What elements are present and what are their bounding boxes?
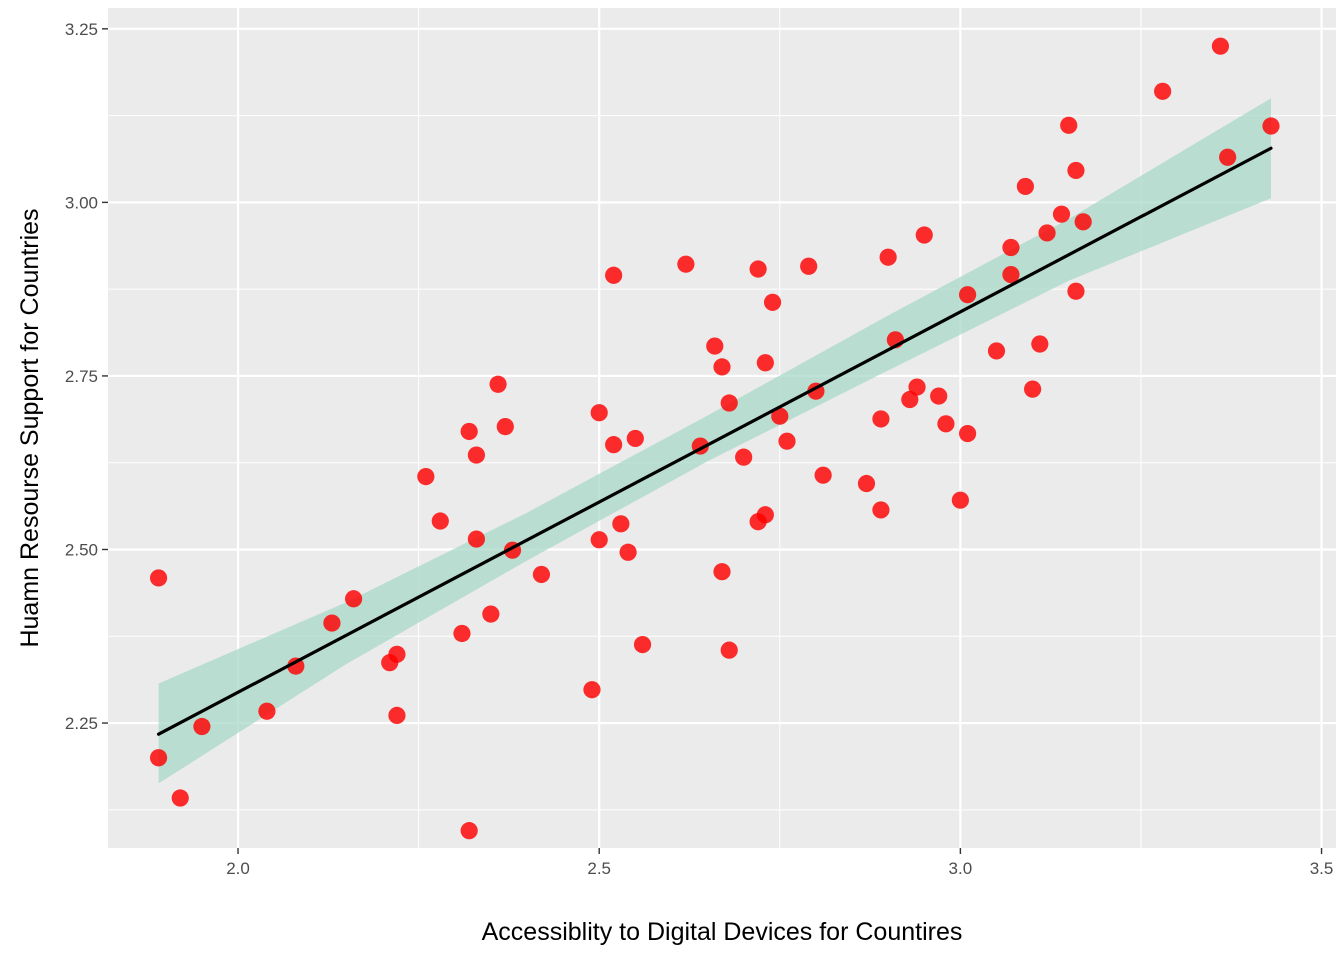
x-axis: 2.0 2.5 3.0 3.5 [226, 848, 1333, 878]
data-point [1262, 117, 1280, 135]
data-point [287, 657, 305, 675]
data-point [959, 424, 977, 443]
data-point [951, 491, 969, 509]
y-tick-label: 2.50 [65, 540, 98, 559]
data-point [1002, 238, 1020, 257]
data-point [171, 789, 189, 807]
data-point [149, 569, 168, 587]
data-point [872, 410, 890, 428]
data-point [605, 266, 623, 284]
x-tick-label: 2.5 [587, 859, 611, 878]
data-point [489, 375, 507, 393]
data-point [1154, 82, 1172, 100]
data-point [583, 681, 601, 699]
data-point [1002, 265, 1020, 284]
y-tick-label: 3.00 [65, 193, 98, 212]
data-point [193, 717, 211, 736]
data-point [778, 432, 796, 450]
data-point [720, 641, 738, 659]
data-point [930, 387, 948, 405]
major-gridlines [108, 8, 1336, 848]
data-point [496, 418, 514, 436]
data-point [763, 293, 782, 311]
data-point [1016, 177, 1034, 196]
data-point [756, 506, 774, 524]
data-point [706, 337, 724, 355]
y-tick-label: 2.75 [65, 367, 98, 386]
data-point [258, 702, 276, 720]
data-points [149, 37, 1280, 840]
data-point [800, 257, 818, 275]
data-point [605, 436, 623, 454]
y-tick-label: 3.25 [65, 20, 98, 39]
data-point [879, 248, 897, 266]
data-point [590, 531, 608, 549]
data-point [532, 565, 551, 584]
data-point [467, 530, 485, 548]
data-point [1024, 380, 1042, 398]
data-point [735, 448, 753, 466]
data-point [1038, 224, 1056, 242]
data-point [590, 404, 608, 422]
data-point [467, 446, 485, 464]
data-point [908, 378, 926, 396]
data-point [417, 467, 435, 486]
x-tick-label: 3.5 [1310, 859, 1334, 878]
x-tick-label: 2.0 [226, 859, 250, 878]
y-tick-label: 2.25 [65, 714, 98, 733]
data-point [1211, 37, 1230, 55]
data-point [482, 605, 500, 623]
data-point [633, 635, 652, 654]
y-axis: 2.25 2.50 2.75 3.00 3.25 [65, 20, 108, 733]
data-point [612, 515, 630, 533]
data-point [1031, 335, 1049, 353]
data-point [149, 749, 168, 767]
y-axis-title: Huamn Resourse Support for Countries [16, 208, 44, 647]
x-axis-title: Accessiblity to Digital Devices for Coun… [482, 918, 963, 946]
data-point [345, 590, 363, 608]
data-point [720, 394, 738, 412]
trend-line [156, 146, 1273, 736]
data-point [901, 390, 919, 409]
data-point [915, 226, 933, 244]
data-point [626, 429, 644, 448]
data-point [1052, 205, 1071, 223]
x-tick-label: 3.0 [949, 859, 973, 878]
data-point [388, 706, 406, 725]
data-point [771, 407, 789, 425]
data-point [460, 822, 478, 840]
data-point [460, 422, 478, 441]
data-point [1067, 161, 1085, 180]
data-point [872, 501, 890, 519]
data-point [1060, 116, 1078, 134]
data-point [713, 358, 731, 376]
data-point [431, 512, 449, 530]
data-point [1219, 148, 1237, 166]
data-point [857, 474, 876, 493]
data-point [1067, 282, 1085, 300]
data-point [713, 563, 731, 581]
data-point [619, 543, 637, 561]
data-point [388, 645, 406, 663]
data-point [749, 260, 767, 278]
data-point [677, 255, 695, 273]
data-point [937, 415, 955, 433]
data-point [756, 354, 774, 372]
data-point [1074, 213, 1092, 231]
data-point [987, 342, 1006, 360]
data-point [814, 466, 832, 484]
data-point [453, 624, 471, 643]
data-point [959, 286, 977, 304]
data-point [323, 614, 341, 632]
